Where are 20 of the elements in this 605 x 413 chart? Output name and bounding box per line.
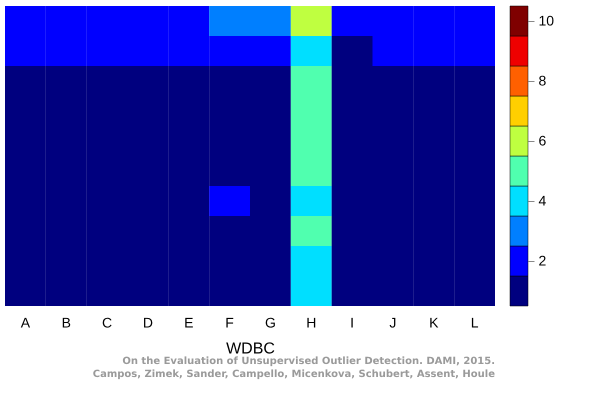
x-tick-label: G	[264, 314, 276, 330]
x-tick-label: C	[102, 314, 112, 330]
x-tick-label: E	[184, 314, 194, 330]
x-tick-label: H	[306, 314, 316, 330]
text: Campos, Zimek, Sander, Campello, Micenkova, Schubert, Assent, Houle	[92, 369, 496, 380]
x-tick-label: D	[142, 314, 153, 330]
color-bar-label: 8	[538, 72, 546, 88]
color-bar-label: 2	[538, 252, 546, 268]
color-bar-label: 4	[538, 192, 546, 208]
x-axis-title: WDBC	[226, 340, 275, 358]
x-tick-label: I	[350, 314, 354, 330]
x-tick-label: B	[62, 314, 71, 330]
x-tick-label: L	[470, 314, 479, 330]
text: On the Evaluation of Unsupervised Outlier Detection. DAMI, 2015.	[122, 356, 495, 367]
x-tick-label: K	[429, 314, 440, 330]
color-bar-label: 10	[538, 12, 554, 28]
x-tick-label: F	[225, 314, 234, 330]
x-tick-label: J	[389, 314, 396, 330]
x-tick-label: A	[20, 314, 31, 330]
color-bar-label: 6	[538, 132, 546, 148]
